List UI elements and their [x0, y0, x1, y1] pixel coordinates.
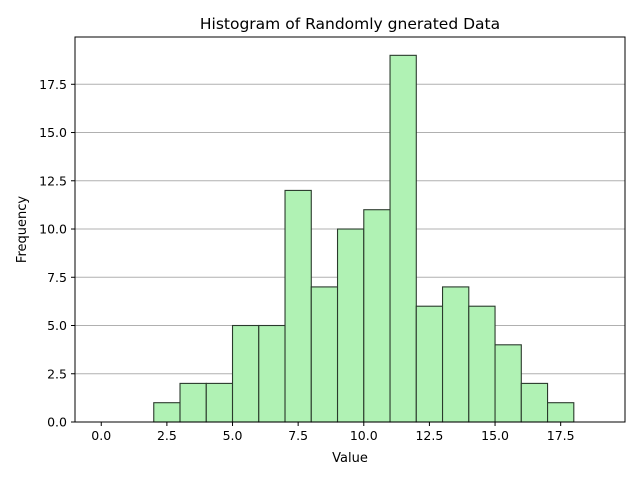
- y-tick-label-2: 5.0: [47, 318, 67, 333]
- histogram-bar-10: [363, 209, 391, 423]
- y-tick-label-0: 0.0: [47, 415, 67, 430]
- x-tick-label-1: 2.5: [157, 428, 177, 443]
- x-axis-label: Value: [332, 451, 368, 466]
- x-tick-label-3: 7.5: [288, 428, 308, 443]
- histogram-bar-17: [547, 402, 575, 423]
- x-axis-ticks: 0.0 2.5 5.0 7.5 10.0 12.5 15.0 17.5: [91, 422, 575, 443]
- histogram-bar-15: [494, 344, 522, 423]
- histogram-bar-11: [389, 54, 417, 423]
- x-tick-label-5: 12.5: [415, 428, 443, 443]
- histogram-bar-3: [179, 382, 207, 423]
- y-tick-label-6: 15.0: [39, 125, 67, 140]
- y-axis-label: Frequency: [15, 196, 30, 263]
- histogram-bars: [153, 54, 575, 423]
- histogram-bar-6: [258, 324, 286, 423]
- x-tick-label-2: 5.0: [223, 428, 243, 443]
- x-tick-label-4: 10.0: [350, 428, 378, 443]
- histogram-bar-16: [520, 382, 549, 423]
- histogram-bar-4: [205, 382, 234, 423]
- y-tick-label-4: 10.0: [39, 222, 67, 237]
- histogram-bar-8: [310, 286, 339, 423]
- histogram-bar-7: [284, 189, 312, 423]
- y-tick-label-5: 12.5: [39, 173, 67, 188]
- y-tick-label-7: 17.5: [39, 77, 67, 92]
- x-tick-label-7: 17.5: [547, 428, 575, 443]
- x-tick-label-0: 0.0: [91, 428, 111, 443]
- chart-title: Histogram of Randomly gnerated Data: [200, 15, 500, 33]
- histogram-bar-9: [336, 228, 365, 423]
- y-tick-label-3: 7.5: [47, 270, 67, 285]
- histogram-bar-5: [231, 324, 260, 423]
- histogram-bar-13: [441, 286, 470, 423]
- histogram-bar-14: [468, 305, 496, 423]
- histogram-bar-12: [415, 305, 444, 423]
- y-tick-label-1: 2.5: [47, 366, 67, 381]
- y-axis-ticks: 0.0 2.5 5.0 7.5 10.0 12.5 15.0 17.5: [39, 77, 75, 430]
- histogram-bar-2: [153, 402, 181, 423]
- x-tick-label-6: 15.0: [481, 428, 509, 443]
